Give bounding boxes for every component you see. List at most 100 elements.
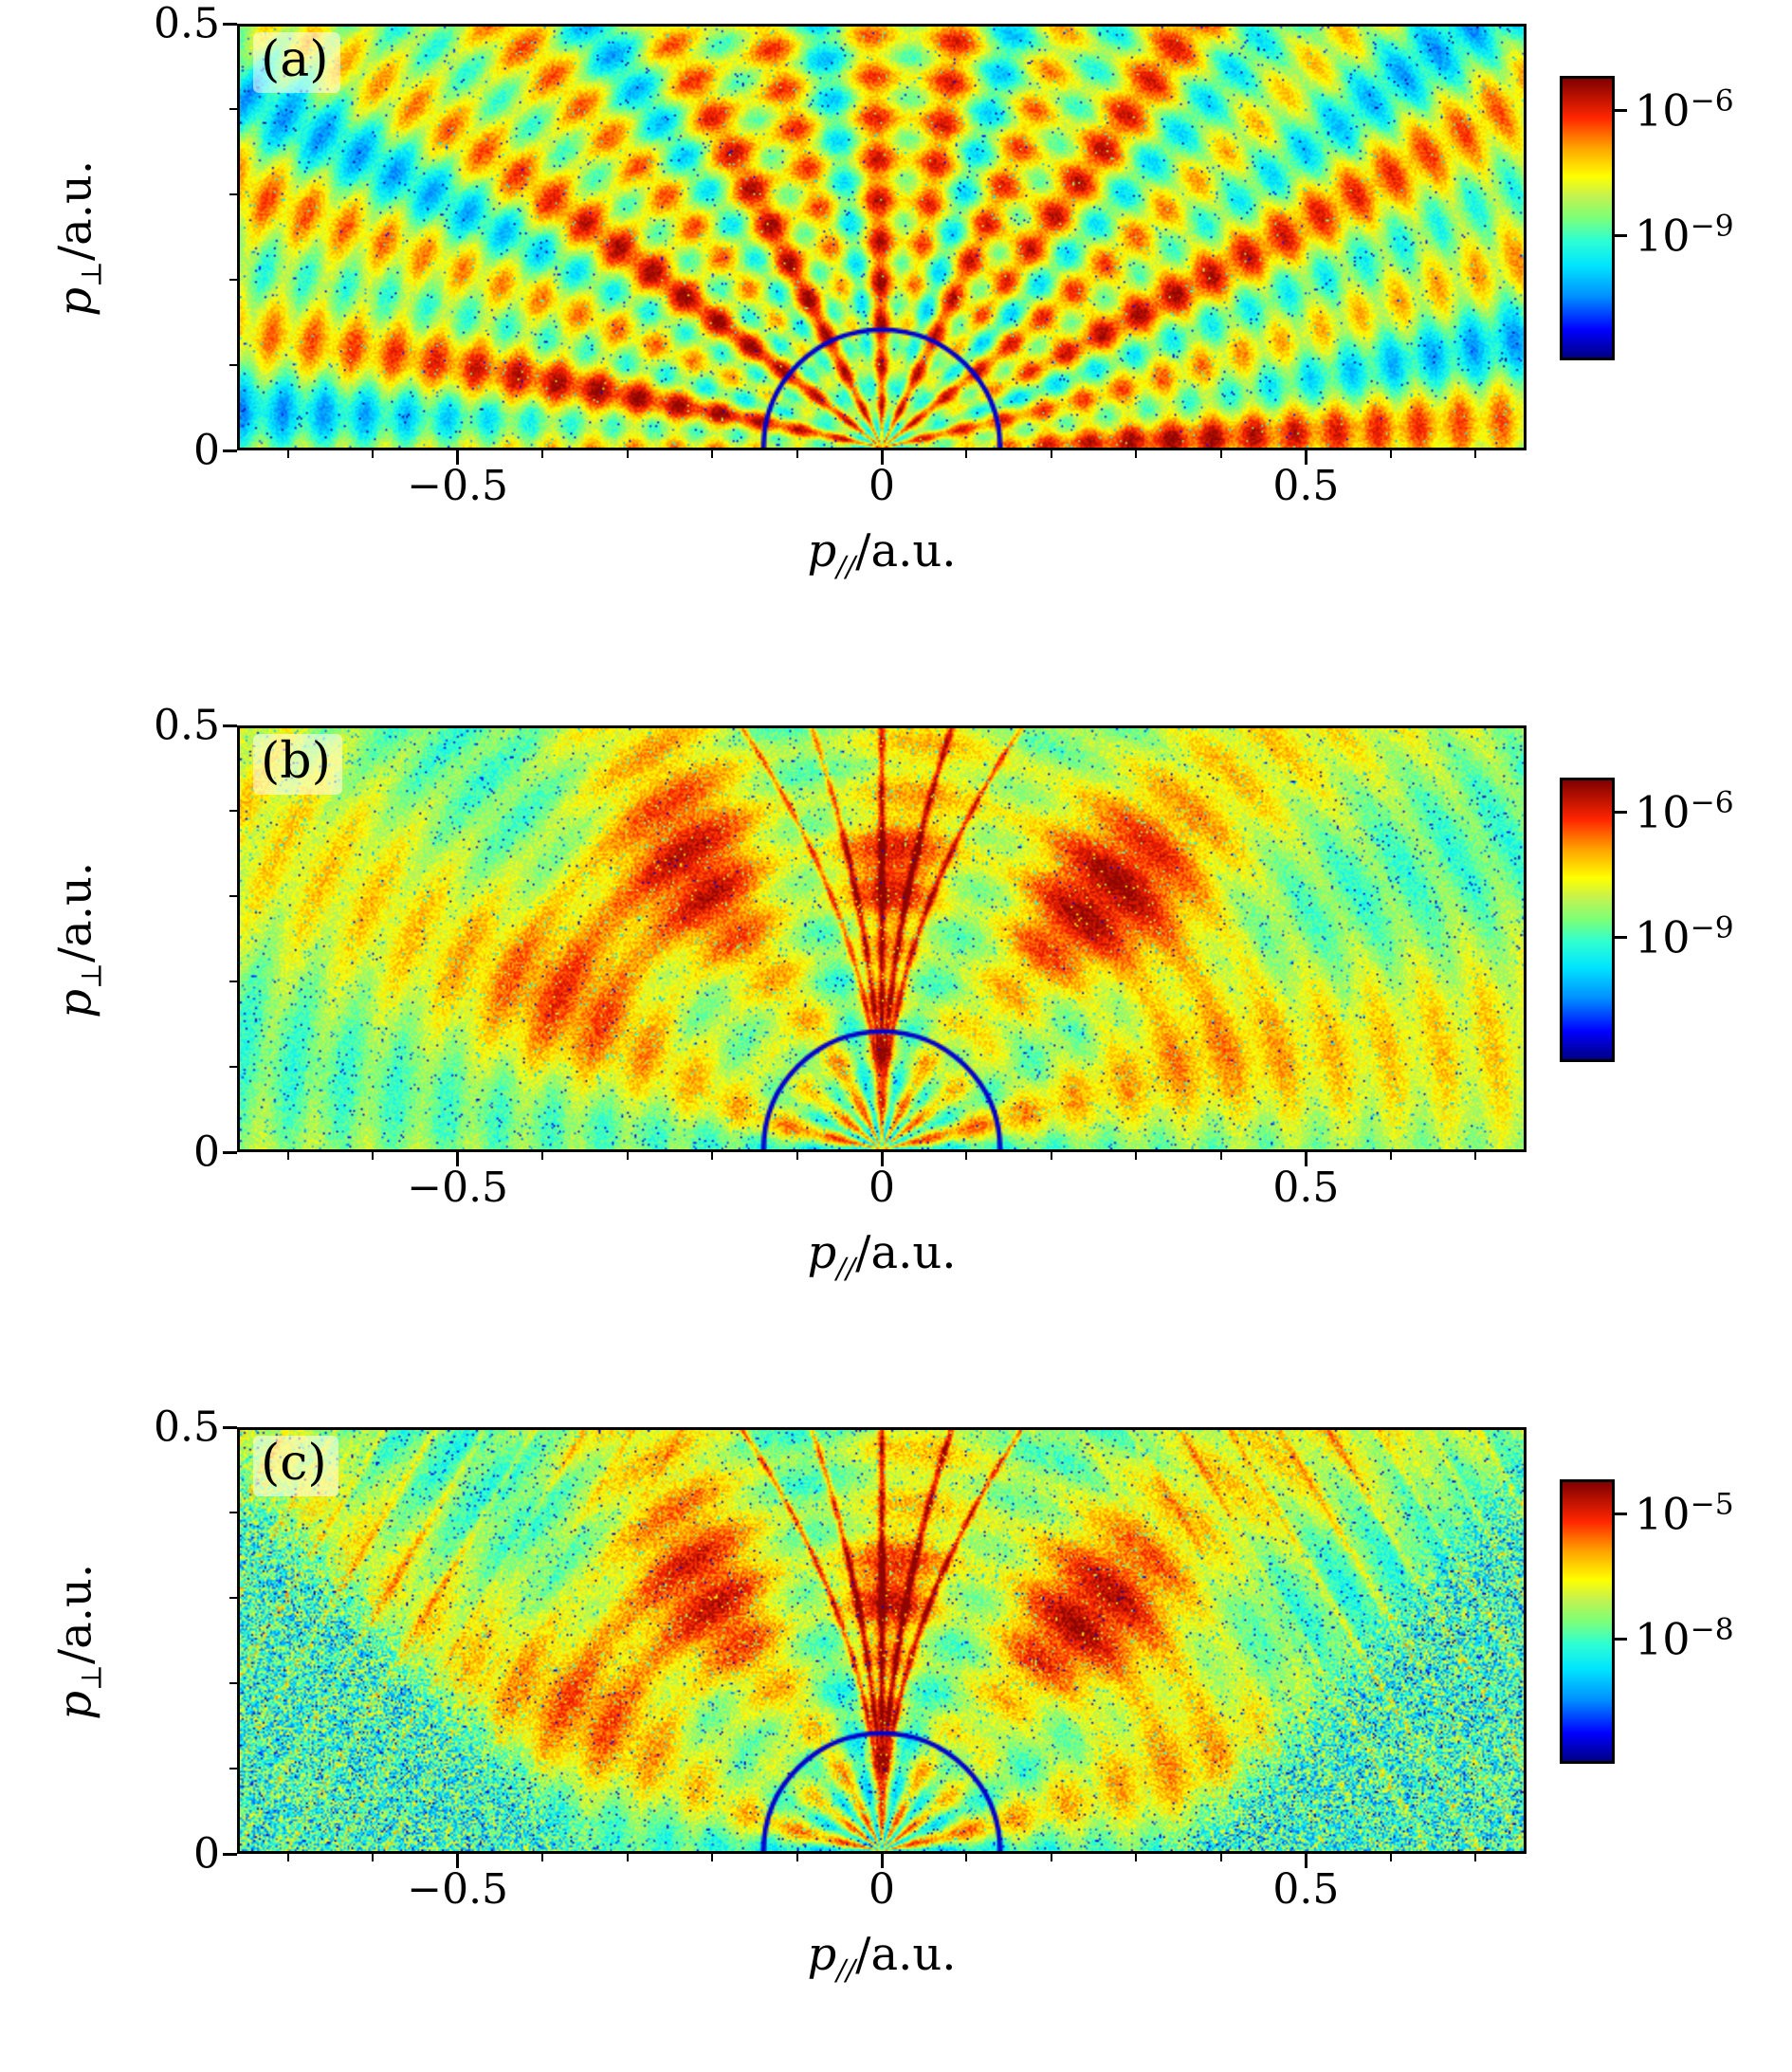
ylabel-units: /a.u. (48, 1563, 102, 1665)
colorbar-tick-mark (1615, 810, 1627, 814)
y-tick-label: 0.5 (154, 0, 220, 48)
cb-tick-exponent: −8 (1690, 1612, 1734, 1647)
colorbar-tick-label: 10−8 (1635, 1612, 1734, 1664)
cb-tick-base: 10 (1635, 1613, 1691, 1665)
axis-tick-mark (626, 1854, 629, 1861)
y-axis-label: p⊥/a.u. (49, 726, 109, 1153)
colorbar-a (1560, 76, 1615, 360)
axis-tick-mark (372, 1152, 375, 1160)
xlabel-units: /a.u. (855, 1928, 957, 1981)
axis-tick-mark (1050, 1152, 1052, 1160)
xlabel-symbol: p (807, 524, 837, 578)
axis-tick-mark (1474, 1854, 1477, 1861)
axis-tick-mark (286, 450, 289, 458)
axis-tick-mark (626, 450, 629, 458)
axis-tick-mark (1050, 1854, 1052, 1861)
ylabel-units: /a.u. (48, 861, 102, 963)
axis-tick-mark (229, 1512, 237, 1513)
axis-tick-mark (229, 1597, 237, 1599)
cb-tick-base: 10 (1635, 84, 1691, 137)
axis-tick-mark (711, 1854, 714, 1861)
ylabel-symbol: p (48, 989, 102, 1018)
panel-c: p⊥/a.u. 0.5 0 (c) −0.5 0 0.5 p///a.u. 10… (0, 1403, 1792, 2072)
axis-tick-mark (229, 193, 237, 195)
y-tick-label: 0.5 (154, 701, 220, 750)
colorbar-tick-mark (1615, 1512, 1627, 1515)
xlabel-units: /a.u. (855, 524, 957, 578)
axis-tick-mark (1135, 450, 1138, 458)
colorbar-gradient (1563, 1482, 1612, 1761)
xlabel-subscript: // (836, 1252, 856, 1286)
heatmap-canvas-c (240, 1430, 1524, 1851)
colorbar-tick-label: 10−9 (1635, 209, 1734, 261)
colorbar-tick-mark (1615, 108, 1627, 112)
x-tick-label: 0 (869, 462, 895, 510)
cb-tick-exponent: −6 (1690, 785, 1734, 820)
ylabel-units: /a.u. (48, 159, 102, 262)
axis-tick-mark (286, 1854, 289, 1861)
x-tick-label: −0.5 (407, 1865, 509, 1914)
xlabel-symbol: p (807, 1226, 837, 1279)
axis-tick-mark (795, 1854, 798, 1861)
axis-tick-mark (223, 449, 237, 452)
x-tick-label: 0.5 (1272, 1164, 1340, 1212)
axis-tick-mark (541, 450, 544, 458)
axis-tick-mark (626, 1152, 629, 1160)
axis-tick-mark (286, 1152, 289, 1160)
y-tick-label: 0.5 (154, 1403, 220, 1452)
heatmap-canvas-b (240, 728, 1524, 1149)
ylabel-subscript: ⊥ (75, 1664, 109, 1692)
colorbar-tick-mark (1615, 1637, 1627, 1641)
ylabel-subscript: ⊥ (75, 963, 109, 990)
cb-tick-base: 10 (1635, 210, 1691, 262)
axis-tick-mark (223, 1150, 237, 1154)
cb-tick-exponent: −5 (1690, 1487, 1734, 1522)
x-tick-label: 0.5 (1272, 1865, 1340, 1914)
axis-tick-mark (372, 450, 375, 458)
axis-tick-mark (541, 1854, 544, 1861)
panel-label-c: (c) (253, 1435, 338, 1496)
x-tick-label: −0.5 (407, 462, 509, 510)
colorbar-tick-label: 10−6 (1635, 83, 1734, 136)
heatmap-plot-b: (b) (237, 725, 1527, 1152)
axis-tick-mark (223, 22, 237, 26)
y-tick-label: 0 (193, 1829, 220, 1879)
colorbar-gradient (1563, 79, 1612, 358)
x-axis-label: p///a.u. (237, 1226, 1527, 1286)
cb-tick-exponent: −9 (1690, 910, 1734, 945)
axis-tick-mark (229, 1066, 237, 1068)
axis-tick-mark (1389, 1152, 1392, 1160)
x-axis-label: p///a.u. (237, 1928, 1527, 1988)
panel-a: p⊥/a.u. 0.5 0 (a) −0.5 0 0.5 p///a.u. 10… (0, 0, 1792, 730)
y-axis-label: p⊥/a.u. (49, 1428, 109, 1855)
axis-tick-mark (795, 450, 798, 458)
axis-tick-mark (711, 450, 714, 458)
axis-tick-mark (229, 1682, 237, 1684)
axis-tick-mark (1135, 1152, 1138, 1160)
axis-tick-mark (1474, 1152, 1477, 1160)
heatmap-plot-a: (a) (237, 24, 1527, 450)
axis-tick-mark (1050, 450, 1052, 458)
xlabel-symbol: p (807, 1928, 837, 1981)
colorbar-gradient (1563, 780, 1612, 1059)
ylabel-symbol: p (48, 1691, 102, 1720)
axis-tick-mark (1389, 1854, 1392, 1861)
colorbar-tick-mark (1615, 935, 1627, 939)
axis-tick-mark (1135, 1854, 1138, 1861)
x-tick-label: 0 (869, 1164, 895, 1212)
axis-tick-mark (1219, 1152, 1222, 1160)
colorbar-tick-label: 10−6 (1635, 785, 1734, 837)
axis-tick-mark (1219, 450, 1222, 458)
heatmap-plot-c: (c) (237, 1427, 1527, 1854)
panel-label-a: (a) (253, 31, 340, 93)
axis-tick-mark (229, 364, 237, 366)
panel-label-b: (b) (253, 733, 342, 795)
ylabel-symbol: p (48, 287, 102, 317)
axis-tick-mark (541, 1152, 544, 1160)
axis-tick-mark (229, 895, 237, 897)
axis-tick-mark (1474, 450, 1477, 458)
xlabel-subscript: // (836, 1953, 856, 1988)
colorbar-b (1560, 778, 1615, 1062)
y-tick-label: 0 (193, 1128, 220, 1177)
